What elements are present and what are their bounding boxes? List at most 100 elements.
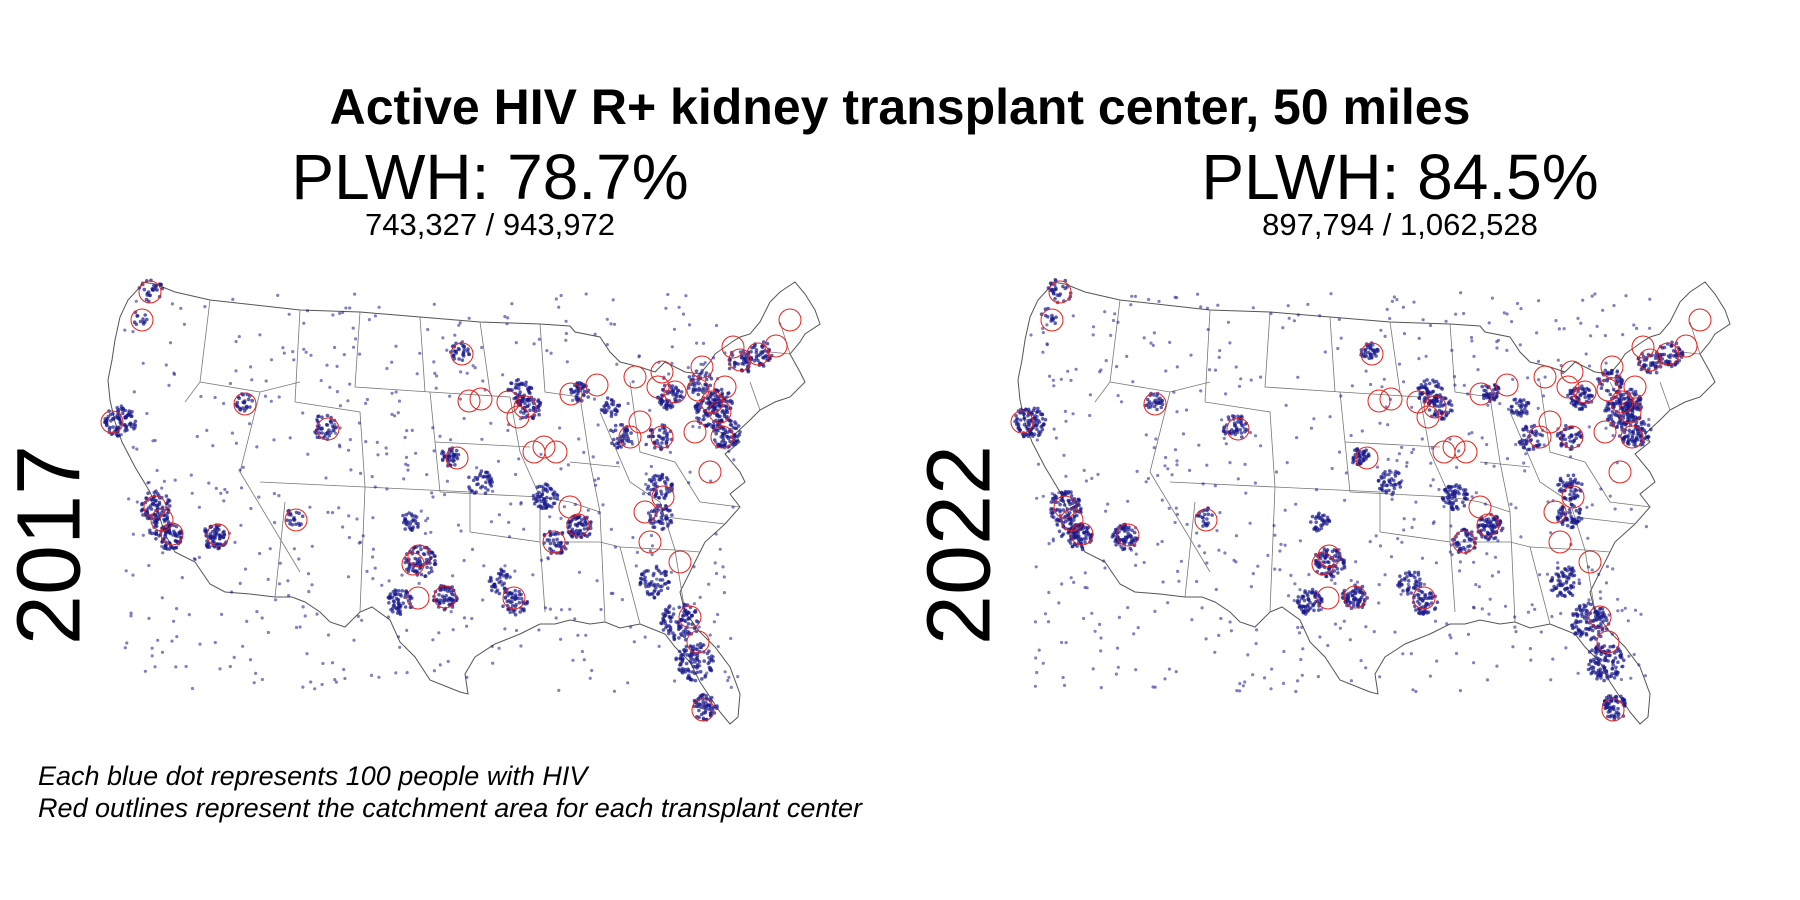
hiv-dot bbox=[320, 682, 324, 687]
hiv-dot bbox=[1453, 484, 1457, 489]
hiv-dot bbox=[394, 589, 398, 593]
hiv-dot bbox=[328, 385, 332, 389]
hiv-dot bbox=[483, 491, 488, 495]
hiv-dot bbox=[320, 431, 324, 435]
hiv-dot bbox=[688, 670, 692, 674]
hiv-dot bbox=[668, 450, 673, 454]
hiv-dot bbox=[708, 400, 712, 404]
hiv-dot bbox=[720, 431, 725, 436]
hiv-dot bbox=[752, 359, 757, 363]
hiv-dot bbox=[514, 382, 518, 387]
hiv-dot bbox=[276, 293, 280, 297]
hiv-dot bbox=[1605, 672, 1609, 676]
hiv-dot bbox=[700, 693, 704, 698]
hiv-dot bbox=[724, 404, 728, 409]
hiv-dot bbox=[677, 636, 681, 640]
hiv-dot bbox=[643, 635, 647, 639]
hiv-dot bbox=[498, 572, 503, 576]
hiv-dot bbox=[482, 564, 486, 568]
hiv-dot bbox=[615, 409, 619, 413]
hiv-dot bbox=[582, 450, 586, 454]
hiv-dot bbox=[1604, 627, 1609, 631]
hiv-dot bbox=[670, 482, 674, 486]
hiv-dot bbox=[1521, 445, 1526, 449]
hiv-dot bbox=[1077, 503, 1081, 508]
hiv-dot bbox=[138, 319, 143, 324]
hiv-dot bbox=[430, 569, 434, 573]
hiv-dot bbox=[1627, 428, 1632, 433]
hiv-dot bbox=[394, 671, 398, 675]
hiv-dot bbox=[403, 605, 408, 609]
hiv-dot bbox=[352, 638, 356, 642]
hiv-dot bbox=[726, 678, 730, 683]
catchment-circle bbox=[691, 698, 715, 722]
hiv-dot bbox=[1309, 520, 1313, 524]
catchment-circle bbox=[406, 586, 430, 610]
hiv-dot bbox=[1491, 517, 1496, 522]
hiv-dot bbox=[278, 561, 282, 565]
hiv-dot bbox=[635, 550, 640, 554]
hiv-dot bbox=[203, 529, 207, 533]
hiv-dot bbox=[531, 573, 535, 577]
hiv-dot bbox=[692, 671, 697, 676]
hiv-dot bbox=[517, 593, 522, 597]
hiv-dot bbox=[199, 394, 203, 399]
hiv-dot bbox=[565, 360, 569, 364]
hiv-dot bbox=[532, 501, 537, 506]
hiv-dot bbox=[346, 575, 351, 579]
hiv-dot bbox=[1550, 577, 1554, 582]
hiv-dot bbox=[319, 379, 323, 383]
hiv-dot bbox=[291, 350, 295, 354]
state-border bbox=[1489, 396, 1511, 513]
hiv-dot bbox=[475, 482, 479, 487]
hiv-dot bbox=[1063, 514, 1067, 519]
hiv-dot bbox=[1605, 618, 1609, 622]
hiv-dot bbox=[141, 320, 146, 324]
hiv-dot bbox=[554, 531, 558, 535]
hiv-dot bbox=[687, 323, 692, 327]
hiv-dot bbox=[303, 614, 307, 618]
hiv-dot bbox=[1417, 396, 1422, 400]
hiv-dot bbox=[545, 538, 550, 542]
hiv-dot bbox=[744, 360, 748, 364]
hiv-dot bbox=[241, 465, 245, 469]
hiv-dot bbox=[1061, 508, 1066, 512]
hiv-dot bbox=[1563, 594, 1567, 599]
hiv-dot bbox=[663, 607, 668, 612]
hiv-dot bbox=[1618, 392, 1623, 396]
hiv-dot bbox=[664, 570, 669, 574]
hiv-dot bbox=[590, 668, 594, 673]
hiv-dot bbox=[1586, 393, 1591, 398]
hiv-dot bbox=[588, 676, 592, 680]
hiv-dot bbox=[714, 571, 719, 576]
hiv-dot bbox=[519, 644, 523, 648]
hiv-dot bbox=[1602, 615, 1606, 619]
state-border bbox=[1204, 309, 1211, 403]
hiv-dot bbox=[687, 673, 691, 678]
hiv-dot bbox=[1556, 566, 1560, 570]
hiv-dot bbox=[396, 598, 401, 602]
hiv-dot bbox=[449, 438, 453, 442]
hiv-dot bbox=[1579, 517, 1584, 521]
hiv-dot bbox=[126, 413, 130, 418]
hiv-dot bbox=[465, 624, 469, 628]
hiv-dot bbox=[660, 621, 664, 626]
hiv-dot bbox=[1054, 315, 1058, 319]
hiv-dot bbox=[721, 565, 725, 569]
hiv-dot bbox=[475, 476, 480, 480]
hiv-dot bbox=[693, 647, 698, 651]
hiv-dot bbox=[667, 489, 672, 494]
hiv-dot bbox=[1437, 404, 1442, 408]
hiv-dot bbox=[702, 386, 706, 391]
hiv-dot bbox=[330, 511, 335, 515]
hiv-dot bbox=[678, 649, 682, 654]
hiv-dot bbox=[307, 590, 311, 594]
hiv-dot bbox=[654, 585, 658, 590]
hiv-dot bbox=[441, 598, 445, 603]
hiv-dot bbox=[402, 477, 406, 481]
hiv-dot bbox=[446, 599, 451, 603]
hiv-dot bbox=[1340, 592, 1345, 596]
hiv-dot bbox=[1051, 515, 1056, 520]
hiv-dot bbox=[269, 358, 274, 362]
hiv-dot bbox=[243, 567, 248, 571]
